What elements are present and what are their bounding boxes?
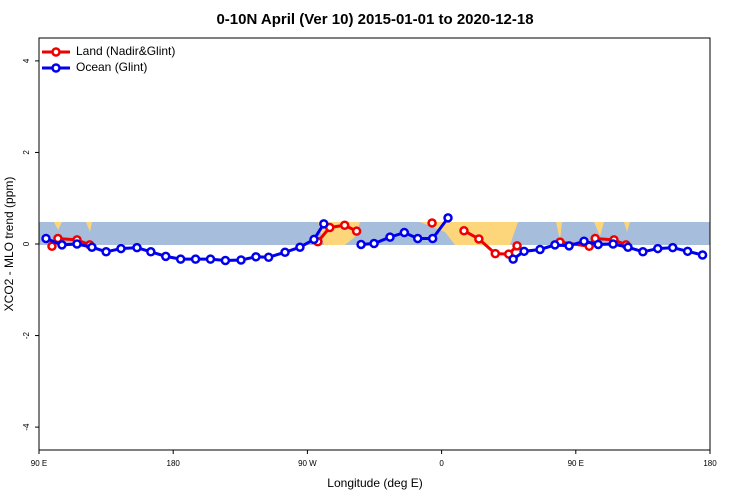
- data-point: [132, 242, 142, 253]
- data-point: [116, 243, 126, 254]
- legend-marker: [51, 47, 61, 57]
- data-point: [579, 236, 589, 247]
- data-point: [356, 239, 366, 250]
- data-point: [351, 226, 362, 236]
- x-tick-label: 180: [703, 459, 717, 468]
- data-point: [146, 247, 156, 257]
- data-point: [175, 254, 186, 264]
- chart-title: 0-10N April (Ver 10) 2015-01-01 to 2020-…: [216, 11, 533, 28]
- data-point: [474, 234, 484, 244]
- y-tick-label: 2: [22, 150, 31, 155]
- data-point: [295, 242, 305, 252]
- data-point: [72, 239, 82, 249]
- data-point: [564, 241, 574, 251]
- data-point: [399, 227, 410, 238]
- data-point: [47, 241, 57, 252]
- data-point: [160, 251, 171, 262]
- data-point: [490, 248, 501, 259]
- data-point: [427, 218, 437, 228]
- y-tick-label: -2: [22, 331, 31, 339]
- data-point: [57, 240, 67, 250]
- legend-label: Ocean (Glint): [76, 60, 147, 74]
- x-tick-label: 90 E: [568, 459, 584, 468]
- data-point: [427, 233, 438, 244]
- x-tick-label: 90 W: [298, 459, 317, 468]
- data-point: [339, 220, 350, 230]
- data-point: [593, 239, 603, 250]
- x-tick-label: 0: [439, 459, 444, 468]
- x-tick-label: 180: [167, 459, 181, 468]
- data-point: [443, 213, 453, 223]
- data-point: [682, 246, 693, 257]
- x-axis-label: Longitude (deg E): [327, 476, 422, 490]
- data-point: [653, 243, 663, 254]
- x-tick-label: 90 E: [31, 459, 47, 468]
- data-point: [608, 239, 618, 249]
- data-point: [251, 252, 261, 262]
- data-point: [519, 246, 529, 257]
- data-point: [41, 233, 51, 244]
- data-point: [236, 255, 246, 265]
- data-point: [280, 247, 290, 257]
- data-point: [190, 254, 201, 264]
- data-point: [263, 252, 274, 263]
- y-tick-label: 4: [22, 58, 31, 63]
- data-point: [550, 240, 560, 250]
- legend-marker: [51, 63, 61, 73]
- data-point: [459, 225, 469, 236]
- data-point: [667, 242, 678, 253]
- data-point: [623, 242, 633, 252]
- data-point: [309, 234, 319, 245]
- y-tick-label: 0: [22, 241, 31, 246]
- series-line: [316, 223, 358, 243]
- data-point: [638, 247, 648, 257]
- data-point: [205, 254, 216, 264]
- y-axis-label: XCO2 - MLO trend (ppm): [2, 177, 16, 312]
- legend-label: Land (Nadir&Glint): [76, 44, 175, 58]
- data-point: [385, 232, 395, 242]
- data-point: [508, 254, 518, 264]
- y-tick-label: -4: [22, 423, 31, 431]
- data-point: [535, 244, 545, 255]
- data-point: [369, 238, 379, 249]
- data-point: [101, 247, 111, 257]
- data-point: [512, 241, 522, 251]
- data-point: [697, 250, 708, 260]
- data-point: [87, 242, 97, 252]
- data-point: [220, 255, 231, 266]
- data-point: [412, 233, 423, 244]
- data-point: [319, 219, 329, 229]
